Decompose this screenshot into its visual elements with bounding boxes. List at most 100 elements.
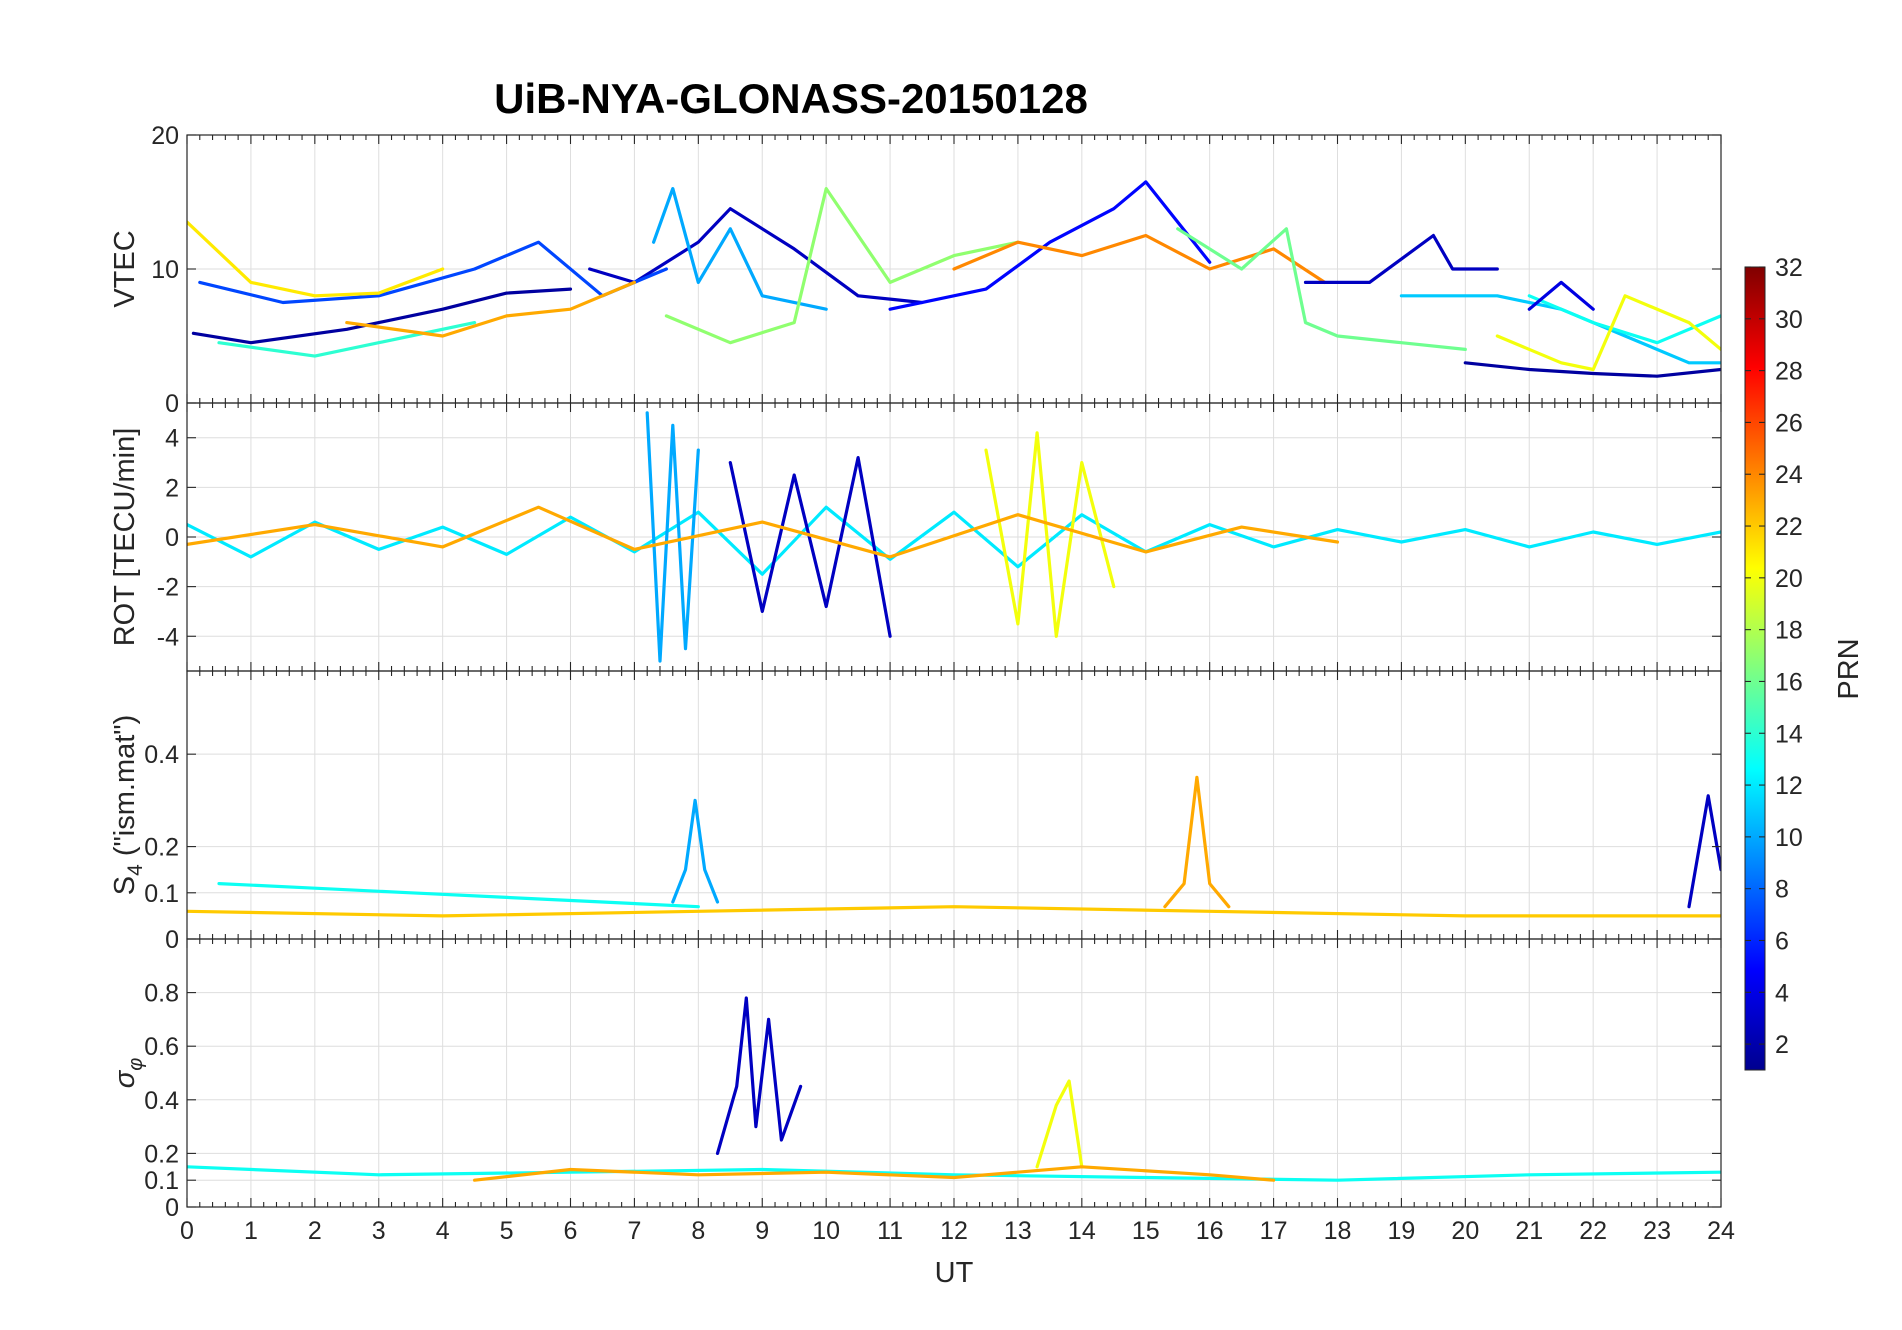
- panel-sigma-ylabel: σφ: [109, 1058, 147, 1089]
- panel-rot-series: [187, 411, 1721, 663]
- colorbar-tick-label: 28: [1775, 358, 1803, 386]
- x-tick-label: 21: [1515, 1217, 1543, 1245]
- series-line-prn-3: [1303, 233, 1499, 284]
- colorbar-tick-label: 14: [1775, 720, 1803, 748]
- x-tick-label: 9: [755, 1217, 769, 1245]
- series-line-prn-3: [728, 456, 892, 638]
- series-line-prn-10: [651, 187, 828, 311]
- series-line-prn-23: [345, 280, 637, 338]
- series-line-prn-17: [664, 187, 1020, 345]
- colorbar-tick-label: 12: [1775, 772, 1803, 800]
- series-line-prn-13: [217, 881, 700, 909]
- colorbar-tick-label: 8: [1775, 876, 1789, 904]
- series-line-prn-11: [1399, 294, 1721, 365]
- series-line-prn-24: [952, 233, 1327, 284]
- series-line-prn-12: [187, 505, 1721, 576]
- colorbar-tick-label: 2: [1775, 1031, 1789, 1059]
- panel-rot-ylabel: ROT [TECU/min]: [109, 428, 141, 647]
- panel-s4-tickmarks: [186, 671, 1722, 940]
- panel-vtec: 0 10 20 VTEC: [109, 122, 1722, 418]
- panel-rot-grid: [186, 403, 1722, 671]
- series-line-prn-20: [1035, 1079, 1084, 1169]
- panel-sigma-series: [187, 996, 1721, 1182]
- colorbar-tick-label: 4: [1775, 979, 1789, 1007]
- x-tick-label: 20: [1451, 1217, 1479, 1245]
- series-line-prn-20: [984, 431, 1116, 638]
- series-line-prn-10: [671, 798, 720, 904]
- series-line-prn-3: [1687, 794, 1721, 909]
- panel-rot-tickmarks: [186, 403, 1722, 671]
- series-line-prn-4: [1527, 280, 1595, 311]
- x-tick-label: 4: [436, 1217, 450, 1245]
- series-line-prn-3: [715, 996, 803, 1156]
- x-tick-labels: 0 1 2 3 4 5 6 7 8 9 10 11 12 13 14 15 16 17 18 19 20 21 22 23 24: [180, 1217, 1735, 1245]
- series-line-prn-2: [191, 287, 573, 345]
- x-tick-label: 0: [180, 1217, 194, 1245]
- colorbar-tick-label: 32: [1775, 254, 1803, 282]
- x-tick-label: 12: [940, 1217, 968, 1245]
- colorbar-tick-label: 22: [1775, 513, 1803, 541]
- x-tick-label: 7: [627, 1217, 641, 1245]
- x-tick-label: 14: [1068, 1217, 1096, 1245]
- series-line-prn-23: [473, 1165, 1276, 1182]
- x-tick-label: 3: [372, 1217, 386, 1245]
- y-tick-label: 0.2: [144, 834, 179, 862]
- colorbar-label: PRN: [1833, 638, 1865, 699]
- colorbar-tick-label: 10: [1775, 824, 1803, 852]
- y-tick-label: 0: [165, 390, 179, 418]
- x-tick-label: 5: [500, 1217, 514, 1245]
- colorbar-tick-label: 16: [1775, 668, 1803, 696]
- x-tick-label: 18: [1324, 1217, 1352, 1245]
- panel-sigma: 00.10.2 0.4 0.6 0.8 σφ: [109, 938, 1722, 1222]
- series-line-prn-3: [588, 207, 924, 305]
- x-tick-label: 24: [1707, 1217, 1735, 1245]
- y-tick-label: 0.1: [144, 880, 179, 908]
- series-line-prn-23: [187, 505, 1340, 559]
- x-tick-label: 22: [1579, 1217, 1607, 1245]
- panel-vtec-series: [187, 180, 1721, 378]
- y-tick-label: 0.2: [144, 1140, 179, 1168]
- x-tick-label: 16: [1196, 1217, 1224, 1245]
- x-tick-label: 13: [1004, 1217, 1032, 1245]
- y-tick-label: 0.4: [144, 1087, 179, 1115]
- panel-s4-series: [187, 775, 1721, 918]
- y-tick-label: 0.4: [144, 741, 179, 769]
- y-tick-label: 0: [165, 1194, 179, 1222]
- y-tick-label: -2: [157, 574, 179, 602]
- y-tick-label: 10: [151, 256, 179, 284]
- panel-sigma-grid: [186, 939, 1722, 1208]
- x-tick-label: 17: [1260, 1217, 1288, 1245]
- series-line-prn-23: [1163, 775, 1231, 909]
- y-tick-label: 0.6: [144, 1033, 179, 1061]
- y-tick-label: 0: [165, 926, 179, 954]
- panel-s4-ylabel: S4 ("ism.mat"): [109, 715, 147, 896]
- y-tick-label: 0.1: [144, 1167, 179, 1195]
- x-tick-label: 15: [1132, 1217, 1160, 1245]
- series-line-prn-13: [187, 1165, 1721, 1182]
- y-tick-label: 2: [165, 474, 179, 502]
- series-line-prn-14: [217, 321, 477, 358]
- series-line-prn-10: [645, 411, 700, 663]
- x-tick-label: 1: [244, 1217, 258, 1245]
- colorbar-tick-label: 6: [1775, 927, 1789, 955]
- y-tick-label: 0: [165, 524, 179, 552]
- colorbar-tick-label: 24: [1775, 461, 1803, 489]
- y-tick-label: -4: [157, 623, 179, 651]
- y-tick-label: 20: [151, 122, 179, 150]
- panel-sigma-tickmarks: [186, 939, 1722, 1208]
- series-line-prn-20: [1495, 294, 1721, 372]
- x-tick-label: 2: [308, 1217, 322, 1245]
- series-line-prn-22: [187, 905, 1721, 918]
- y-tick-label: 0.8: [144, 980, 179, 1008]
- series-line-prn-13: [1527, 294, 1721, 345]
- x-tick-label: 8: [691, 1217, 705, 1245]
- colorbar-gradient: [1744, 266, 1766, 1071]
- series-line-prn-21: [187, 220, 445, 298]
- colorbar-tick-label: 30: [1775, 306, 1803, 334]
- colorbar-tick-label: 20: [1775, 565, 1803, 593]
- x-tick-label: 10: [812, 1217, 840, 1245]
- colorbar-tick-label: 18: [1775, 617, 1803, 645]
- x-tick-label: 6: [564, 1217, 578, 1245]
